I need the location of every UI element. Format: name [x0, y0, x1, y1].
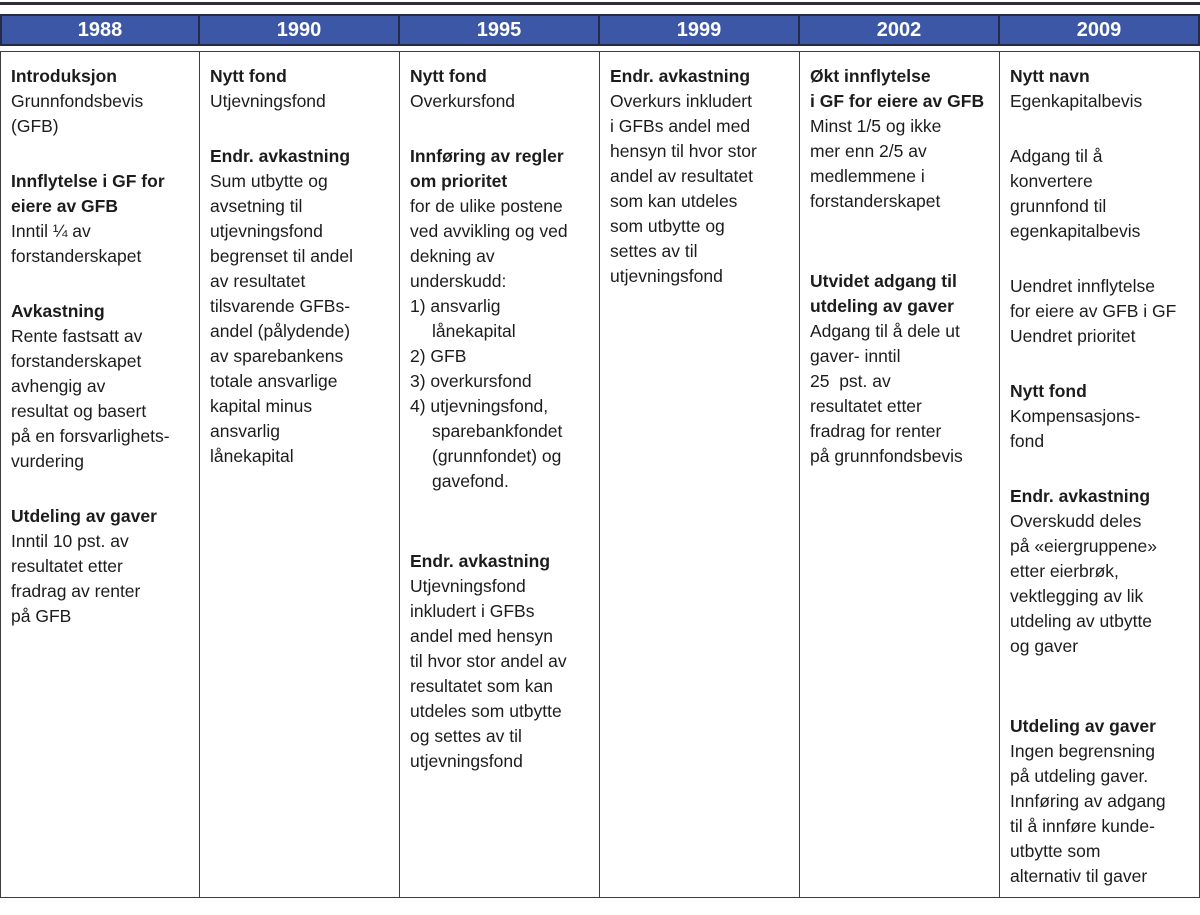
- year-header-1990: 1990: [200, 14, 400, 46]
- year-header-label: 1990: [276, 18, 322, 41]
- year-header-label: 1995: [476, 18, 522, 41]
- list-item: 4) utjevningsfond, sparebankfondet (grun…: [410, 396, 563, 491]
- list-item: 1) ansvarlig lånekapital: [410, 296, 516, 341]
- block-title: Endr. avkastning: [410, 551, 551, 571]
- block-title: Innføring av regler om prioritet: [410, 146, 564, 191]
- block-title: Avkastning: [11, 301, 105, 321]
- block-body: Adgang til å dele ut gaver- inntil 25 ps…: [810, 321, 963, 466]
- block-title: Utdeling av gaver: [11, 506, 157, 526]
- block-body: Overkurs inkludert i GFBs andel med hens…: [610, 91, 757, 286]
- year-header-1995: 1995: [400, 14, 600, 46]
- year-header-label: 1988: [77, 18, 123, 41]
- block-body: Egenkapitalbevis: [1010, 91, 1143, 111]
- text-block: Utvidet adgang til utdeling av gaver Adga…: [810, 269, 993, 469]
- block-body: Minst 1/5 og ikke mer enn 2/5 av medlemm…: [810, 116, 942, 211]
- block-title: Nytt fond: [1010, 381, 1087, 401]
- text-block: Nytt fond Kompensasjons- fond: [1010, 379, 1193, 454]
- list-item: 2) GFB: [410, 346, 467, 366]
- table-body-row: Introduksjon Grunnfondsbevis (GFB) Innflyt…: [0, 51, 1200, 898]
- text-block: Endr. avkastning Overkurs inkludert i GFB…: [610, 64, 793, 289]
- block-body: Kompensasjons- fond: [1010, 406, 1141, 451]
- year-header-label: 2009: [1076, 18, 1122, 41]
- text-block: Nytt fond Utjevningsfond: [210, 64, 393, 114]
- year-header-label: 2002: [876, 18, 922, 41]
- text-block: Innføring av regler om prioritet for de u…: [410, 144, 593, 494]
- block-body: Overskudd deles på «eiergruppene» etter …: [1010, 511, 1157, 656]
- text-block: Endr. avkastning Overskudd deles på «eier…: [1010, 484, 1193, 659]
- block-body: Utjevningsfond: [210, 91, 326, 111]
- text-block: Adgang til å konvertere grunnfond til eg…: [1010, 144, 1193, 244]
- block-title: Endr. avkastning: [1010, 486, 1151, 506]
- year-header-label: 1999: [676, 18, 722, 41]
- column-body-1990: Nytt fond Utjevningsfond Endr. avkastning S…: [200, 51, 400, 898]
- top-rule: [0, 2, 1200, 5]
- year-header-1988: 1988: [0, 14, 200, 46]
- column-body-1988: Introduksjon Grunnfondsbevis (GFB) Innflyt…: [0, 51, 200, 898]
- block-title: Nytt fond: [210, 66, 287, 86]
- block-title: Utvidet adgang til utdeling av gaver: [810, 271, 957, 316]
- text-block: Nytt fond Overkursfond: [410, 64, 593, 114]
- text-block: Innflytelse i GF for eiere av GFB Inntil …: [11, 169, 193, 269]
- block-body: Rente fastsatt av forstanderskapet avhen…: [11, 326, 170, 471]
- text-block: Nytt navn Egenkapitalbevis: [1010, 64, 1193, 114]
- block-body: Grunnfondsbevis (GFB): [11, 91, 144, 136]
- column-body-1995: Nytt fond Overkursfond Innføring av regler…: [400, 51, 600, 898]
- block-title: Nytt fond: [410, 66, 487, 86]
- year-header-2002: 2002: [800, 14, 1000, 46]
- block-title: Endr. avkastning: [610, 66, 751, 86]
- column-body-1999: Endr. avkastning Overkurs inkludert i GFB…: [600, 51, 800, 898]
- year-header-1999: 1999: [600, 14, 800, 46]
- text-block: Avkastning Rente fastsatt av forstandersk…: [11, 299, 193, 474]
- text-block: Utdeling av gaver Inntil 10 pst. av resul…: [11, 504, 193, 629]
- block-title: Nytt navn: [1010, 66, 1090, 86]
- block-title: Utdeling av gaver: [1010, 716, 1156, 736]
- list-item: 3) overkursfond: [410, 371, 532, 391]
- block-title: Økt innflytelse i GF for eiere av GFB: [810, 66, 985, 111]
- column-body-2009: Nytt navn Egenkapitalbevis Adgang til å ko…: [1000, 51, 1200, 898]
- block-body: Ingen begrensning på utdeling gaver. Inn…: [1010, 741, 1166, 886]
- text-block: Utdeling av gaver Ingen begrensning på ut…: [1010, 714, 1193, 889]
- block-body: Sum utbytte og avsetning til utjevningsf…: [210, 171, 354, 466]
- block-body: Overkursfond: [410, 91, 516, 111]
- timeline-table: 1988 1990 1995 1999 2002 2009 Introduksjon Grun…: [0, 14, 1200, 898]
- block-body: Adgang til å konvertere grunnfond til eg…: [1010, 146, 1141, 241]
- block-title: Introduksjon: [11, 66, 117, 86]
- block-body: for de ulike postene ved avvikling og ve…: [410, 196, 568, 291]
- text-block: Uendret innflytelse for eiere av GFB i G…: [1010, 274, 1193, 349]
- column-body-2002: Økt innflytelse i GF for eiere av GFB Min…: [800, 51, 1000, 898]
- block-body: Uendret innflytelse for eiere av GFB i G…: [1010, 276, 1177, 346]
- block-title: Endr. avkastning: [210, 146, 351, 166]
- block-title: Innflytelse i GF for eiere av GFB: [11, 171, 165, 216]
- text-block: Endr. avkastning Utjevningsfond inkludert…: [410, 549, 593, 774]
- text-block: Introduksjon Grunnfondsbevis (GFB): [11, 64, 193, 139]
- year-header-2009: 2009: [1000, 14, 1200, 46]
- block-body: Utjevningsfond inkludert i GFBs andel me…: [410, 576, 567, 771]
- block-body: Inntil ¼ av forstanderskapet: [11, 221, 142, 266]
- year-header-row: 1988 1990 1995 1999 2002 2009: [0, 14, 1200, 46]
- block-body: Inntil 10 pst. av resultatet etter fradr…: [11, 531, 141, 626]
- text-block: Endr. avkastning Sum utbytte og avsetning…: [210, 144, 393, 469]
- text-block: Økt innflytelse i GF for eiere av GFB Min…: [810, 64, 993, 214]
